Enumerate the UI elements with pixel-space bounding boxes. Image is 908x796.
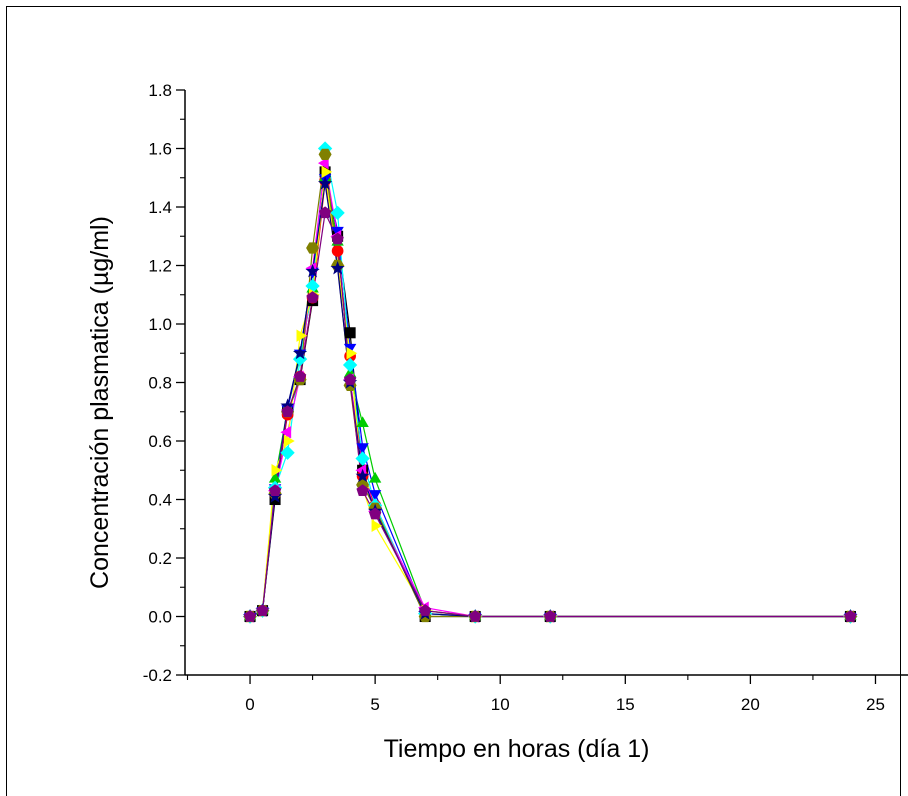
y-tick-label: 1.6 bbox=[148, 140, 172, 159]
data-point bbox=[280, 426, 292, 439]
data-point bbox=[281, 405, 294, 418]
series-markers-10 bbox=[243, 206, 857, 622]
axes: -0.2 0.0 0.2 0.4 0.6 0.8 1.0 1.2 1.4 1.6 1.8 0 5 10 15… bbox=[143, 81, 908, 714]
y-tick-label: -0.2 bbox=[143, 666, 172, 685]
data-point bbox=[318, 206, 332, 219]
data-point bbox=[355, 451, 370, 466]
x-tick-label: 10 bbox=[491, 695, 510, 714]
data-point bbox=[296, 329, 308, 342]
x-tick-label: 5 bbox=[370, 695, 379, 714]
x-tick-label: 0 bbox=[245, 695, 254, 714]
data-point bbox=[330, 260, 345, 275]
data-point bbox=[355, 468, 370, 483]
data-point bbox=[271, 464, 283, 477]
y-tick-label: 0.4 bbox=[148, 491, 172, 510]
data-point bbox=[306, 242, 320, 254]
data-point bbox=[469, 610, 482, 622]
y-tick-label: 1.0 bbox=[148, 315, 172, 334]
data-point bbox=[331, 232, 344, 245]
data-point bbox=[317, 156, 329, 170]
data-point bbox=[317, 176, 333, 190]
x-axis-title: Tiempo en horas (día 1) bbox=[384, 735, 650, 763]
series-line-10 bbox=[249, 210, 851, 618]
data-point bbox=[268, 484, 282, 496]
data-point bbox=[368, 507, 382, 520]
series-line-8 bbox=[249, 154, 851, 618]
y-axis-title: Concentración plasmatica (µg/ml) bbox=[86, 216, 114, 589]
data-point bbox=[344, 327, 356, 339]
data-point bbox=[368, 471, 382, 483]
y-tick-label: 0.0 bbox=[148, 608, 172, 627]
data-point bbox=[418, 604, 432, 616]
data-point bbox=[356, 443, 369, 454]
x-tick-label: 15 bbox=[616, 695, 635, 714]
data-point bbox=[356, 484, 369, 496]
y-tick-label: 0.2 bbox=[148, 549, 172, 568]
data-point bbox=[346, 347, 358, 360]
x-tick-label: 20 bbox=[741, 695, 760, 714]
y-tick-label: 0.6 bbox=[148, 432, 172, 451]
data-point bbox=[293, 370, 307, 382]
y-tick-label: 1.4 bbox=[148, 198, 172, 217]
data-point bbox=[368, 490, 382, 501]
y-tick-label: 1.8 bbox=[148, 81, 172, 100]
data-point bbox=[371, 519, 383, 533]
data-point bbox=[330, 205, 345, 220]
data-point bbox=[356, 416, 369, 428]
data-point bbox=[343, 373, 357, 385]
data-point bbox=[321, 165, 333, 179]
data-point bbox=[844, 610, 857, 622]
data-point bbox=[280, 445, 295, 460]
data-point bbox=[280, 398, 295, 412]
series-markers bbox=[242, 141, 858, 624]
data-point bbox=[305, 263, 320, 278]
series-lines bbox=[249, 148, 851, 618]
data-point bbox=[243, 610, 257, 622]
data-point bbox=[331, 245, 344, 257]
series-markers-5 bbox=[242, 141, 858, 624]
x-tick-label: 25 bbox=[866, 695, 885, 714]
data-point bbox=[318, 148, 332, 160]
data-point bbox=[284, 434, 295, 448]
data-point bbox=[256, 604, 269, 616]
y-tick-label: 0.8 bbox=[148, 374, 172, 393]
series-line-5 bbox=[249, 148, 851, 618]
data-point bbox=[292, 345, 308, 360]
y-tick-label: 1.2 bbox=[148, 257, 172, 276]
data-point bbox=[544, 610, 557, 622]
data-point bbox=[268, 471, 282, 483]
data-point bbox=[342, 357, 358, 373]
chart-frame bbox=[6, 6, 901, 796]
data-point bbox=[292, 351, 308, 367]
data-point bbox=[306, 291, 319, 303]
